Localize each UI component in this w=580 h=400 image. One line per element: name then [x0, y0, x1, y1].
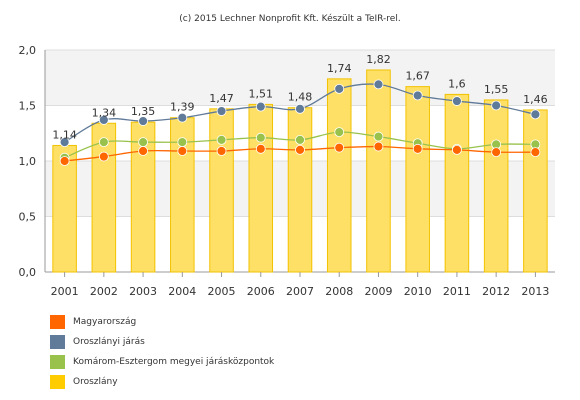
bar [405, 86, 430, 273]
series-point [177, 146, 188, 156]
series-point [452, 144, 462, 155]
series-point [255, 101, 266, 112]
legend-swatch [50, 335, 65, 349]
x-tick-label: 2010 [404, 285, 432, 298]
series-point [177, 112, 188, 123]
series-point [491, 100, 502, 111]
legend-swatch [50, 315, 65, 329]
grid-band [45, 50, 555, 106]
legend: Magyarország Oroszlányi járás Komárom-Eszt… [50, 312, 450, 392]
bar [209, 108, 234, 273]
series-point [491, 147, 502, 158]
bar-value-label: 1,6 [448, 77, 466, 90]
legend-swatch [50, 355, 65, 369]
x-tick-label: 2012 [482, 285, 510, 298]
series-point [177, 137, 188, 148]
bar-value-label: 1,47 [209, 92, 234, 105]
legend-label: Oroszlányi járás [73, 337, 145, 347]
series-point [216, 106, 227, 116]
legend-swatch [50, 375, 65, 389]
bar [326, 78, 352, 273]
bar [287, 107, 313, 273]
series-point [216, 135, 227, 145]
bar [444, 93, 470, 273]
series-point [334, 127, 345, 138]
series-point [295, 103, 305, 114]
series-point [255, 143, 266, 154]
series-point [98, 151, 109, 162]
bar-value-label: 1,51 [249, 87, 274, 100]
series-point [59, 137, 70, 148]
series-point [98, 115, 109, 125]
x-tick-label: 2004 [168, 285, 196, 298]
x-tick-label: 2003 [129, 285, 157, 298]
x-tick-label: 2009 [364, 285, 392, 298]
series-point [373, 131, 384, 142]
bar-value-label: 1,46 [523, 93, 548, 106]
legend-label: Oroszlány [73, 377, 118, 387]
x-tick-label: 2013 [521, 285, 549, 298]
series-point [412, 90, 423, 101]
bar [523, 109, 548, 273]
x-tick-label: 2006 [247, 285, 275, 298]
legend-item: Magyarország [50, 312, 450, 332]
legend-label: Magyarország [73, 317, 137, 327]
bar [483, 99, 509, 273]
y-tick-label: 1,5 [19, 100, 37, 113]
y-tick-label: 2,0 [19, 44, 37, 57]
x-tick-label: 2001 [51, 285, 79, 298]
legend-item: Oroszlány [50, 372, 450, 392]
bar-value-label: 1,35 [131, 105, 156, 118]
bar-value-label: 1,34 [92, 106, 117, 119]
legend-label: Komárom-Esztergom megyei járásközpontok [73, 357, 275, 367]
series-point [334, 142, 345, 153]
y-tick-label: 1,0 [19, 155, 37, 168]
series-point [98, 137, 109, 148]
series-point [138, 137, 148, 148]
bar-value-label: 1,55 [484, 83, 509, 96]
bar-value-label: 1,39 [170, 101, 195, 114]
series-point [530, 147, 541, 158]
series-point [334, 83, 345, 94]
bar-value-label: 1,82 [366, 53, 391, 66]
series-point [216, 146, 227, 156]
series-point [59, 156, 70, 166]
series-point [255, 132, 266, 143]
legend-item: Oroszlányi járás [50, 332, 450, 352]
y-tick-label: 0,0 [19, 266, 37, 279]
credit-text: (c) 2015 Lechner Nonprofit Kft. Készült … [179, 14, 401, 24]
x-tick-label: 2002 [90, 285, 118, 298]
bar-value-label: 1,48 [288, 91, 313, 104]
series-point [373, 141, 384, 152]
series-point [373, 79, 384, 90]
series-point [452, 96, 462, 106]
bar-value-label: 1,74 [327, 62, 352, 75]
x-tick-label: 2011 [443, 285, 471, 298]
bar-value-label: 1,14 [52, 128, 77, 141]
series-point [295, 135, 305, 145]
y-tick-label: 0,5 [19, 211, 37, 224]
series-point [295, 144, 305, 155]
legend-item: Komárom-Esztergom megyei járásközpontok [50, 352, 450, 372]
x-tick-label: 2008 [325, 285, 353, 298]
bar [248, 103, 274, 273]
bar [366, 69, 391, 273]
x-tick-label: 2005 [208, 285, 236, 298]
x-tick-label: 2007 [286, 285, 314, 298]
series-point [138, 146, 148, 156]
series-point [412, 143, 423, 154]
series-point [530, 109, 541, 120]
series-point [138, 116, 148, 126]
chart-area: 0,0 0,5 1,0 1,5 2,0 2001 2002 2003 2004 2005 2006 2… [19, 44, 555, 298]
bar-value-label: 1,67 [405, 70, 430, 83]
